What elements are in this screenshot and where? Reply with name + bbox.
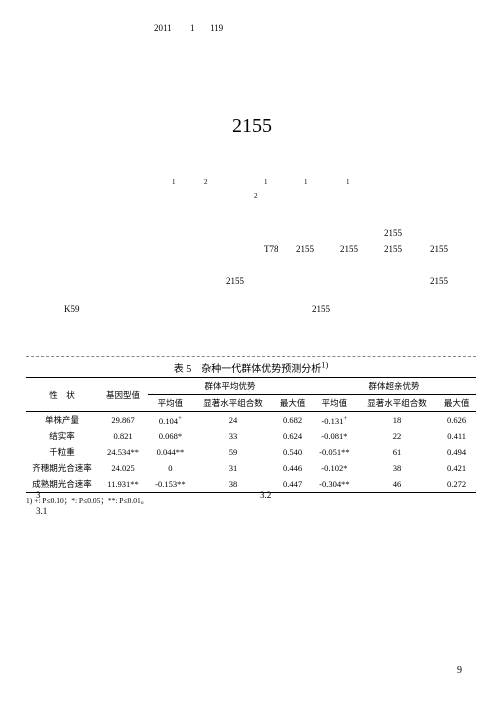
- table-cell: 0.624: [273, 428, 312, 444]
- table-cell: 22: [357, 428, 437, 444]
- table-cell: 46: [357, 476, 437, 493]
- table-row: 结实率0.8210.068*330.624-0.081*220.411: [26, 428, 476, 444]
- table-cell: -0.081*: [312, 428, 357, 444]
- table-body: 单株产量29.8670.104+240.682-0.131+180.626结实率…: [26, 412, 476, 493]
- table-cell: 11.931**: [98, 476, 148, 493]
- table-cell: 61: [357, 444, 437, 460]
- heterosis-table: 性 状 基因型值 群体平均优势 群体超亲优势 平均值 显著水平组合数 最大值 平…: [26, 377, 476, 493]
- body-2155-a: 2155: [384, 228, 402, 238]
- table-cell: 0.447: [273, 476, 312, 493]
- table-footnote: 1) +: P≤0.10；*: P≤0.05；**: P≤0.01。: [26, 495, 476, 506]
- table-cell: 31: [193, 460, 273, 476]
- table-row: 单株产量29.8670.104+240.682-0.131+180.626: [26, 412, 476, 429]
- th-sig-2: 显著水平组合数: [357, 395, 437, 412]
- table-cell: 单株产量: [26, 412, 98, 429]
- th-group-avg: 群体平均优势: [148, 378, 312, 395]
- title-number: 2155: [232, 115, 272, 138]
- table-caption: 表 5 杂种一代群体优势预测分析1): [26, 360, 476, 375]
- table-cell: 18: [357, 412, 437, 429]
- table-cell: 0.446: [273, 460, 312, 476]
- th-group-het: 群体超亲优势: [312, 378, 476, 395]
- table-cell: -0.131+: [312, 412, 357, 429]
- th-max-2: 最大值: [437, 395, 476, 412]
- section-3-2: 3.2: [260, 490, 271, 500]
- table-5: 表 5 杂种一代群体优势预测分析1) 性 状 基因型值 群体平均优势 群体超亲优…: [26, 360, 476, 506]
- table-cell: -0.304**: [312, 476, 357, 493]
- th-sig-1: 显著水平组合数: [193, 395, 273, 412]
- table-cell: 0.411: [437, 428, 476, 444]
- th-genotype: 基因型值: [98, 378, 148, 412]
- table-cell: 0.626: [437, 412, 476, 429]
- body-2155-f: 2155: [226, 276, 244, 286]
- table-cell: 0.494: [437, 444, 476, 460]
- table-cell: 24: [193, 412, 273, 429]
- body-2155-h: 2155: [312, 304, 330, 314]
- table-cell: -0.102*: [312, 460, 357, 476]
- table-cell: 38: [357, 460, 437, 476]
- table-cell: 33: [193, 428, 273, 444]
- author-sup-3: 1: [264, 178, 268, 186]
- body-2155-b: 2155: [296, 244, 314, 254]
- table-cell: 0.068*: [148, 428, 193, 444]
- table-cell: -0.051**: [312, 444, 357, 460]
- author-sup-1: 1: [172, 178, 176, 186]
- table-cell: 29.867: [98, 412, 148, 429]
- th-mean-1: 平均值: [148, 395, 193, 412]
- table-caption-text: 表 5 杂种一代群体优势预测分析: [174, 364, 322, 375]
- table-cell: 0.044**: [148, 444, 193, 460]
- table-cell: 0.821: [98, 428, 148, 444]
- th-max-1: 最大值: [273, 395, 312, 412]
- table-cell: 24.534**: [98, 444, 148, 460]
- table-cell: 结实率: [26, 428, 98, 444]
- table-cell: 24.025: [98, 460, 148, 476]
- table-cell: 0.421: [437, 460, 476, 476]
- body-2155-g: 2155: [430, 276, 448, 286]
- table-cell: 0.540: [273, 444, 312, 460]
- dashed-separator: [26, 356, 476, 357]
- body-2155-d: 2155: [384, 244, 402, 254]
- table-row: 千粒重24.534**0.044**590.540-0.051**610.494: [26, 444, 476, 460]
- body-t78: T78: [264, 244, 279, 254]
- table-caption-sup: 1): [321, 361, 328, 370]
- author-sup-5: 1: [346, 178, 350, 186]
- table-row: 齐穗期光合速率24.0250310.446-0.102*380.421: [26, 460, 476, 476]
- page-number: 9: [457, 665, 462, 676]
- table-row: 成熟期光合速率11.931**-0.153**380.447-0.304**46…: [26, 476, 476, 493]
- table-cell: 0: [148, 460, 193, 476]
- body-k59: K59: [64, 304, 80, 314]
- body-2155-c: 2155: [340, 244, 358, 254]
- affil-sup-2: 2: [254, 192, 258, 200]
- body-2155-e: 2155: [430, 244, 448, 254]
- header-vol: 1: [190, 23, 195, 33]
- section-3-1: 3.1: [36, 506, 47, 516]
- table-cell: 0.272: [437, 476, 476, 493]
- table-cell: 千粒重: [26, 444, 98, 460]
- author-sup-2: 2: [204, 178, 208, 186]
- th-mean-2: 平均值: [312, 395, 357, 412]
- table-cell: 0.104+: [148, 412, 193, 429]
- table-cell: 59: [193, 444, 273, 460]
- table-cell: 0.682: [273, 412, 312, 429]
- header-page: 119: [210, 23, 223, 33]
- table-cell: -0.153**: [148, 476, 193, 493]
- section-3: 3: [36, 490, 41, 500]
- author-sup-4: 1: [304, 178, 308, 186]
- header-year: 2011: [154, 23, 172, 33]
- table-cell: 齐穗期光合速率: [26, 460, 98, 476]
- th-trait: 性 状: [26, 378, 98, 412]
